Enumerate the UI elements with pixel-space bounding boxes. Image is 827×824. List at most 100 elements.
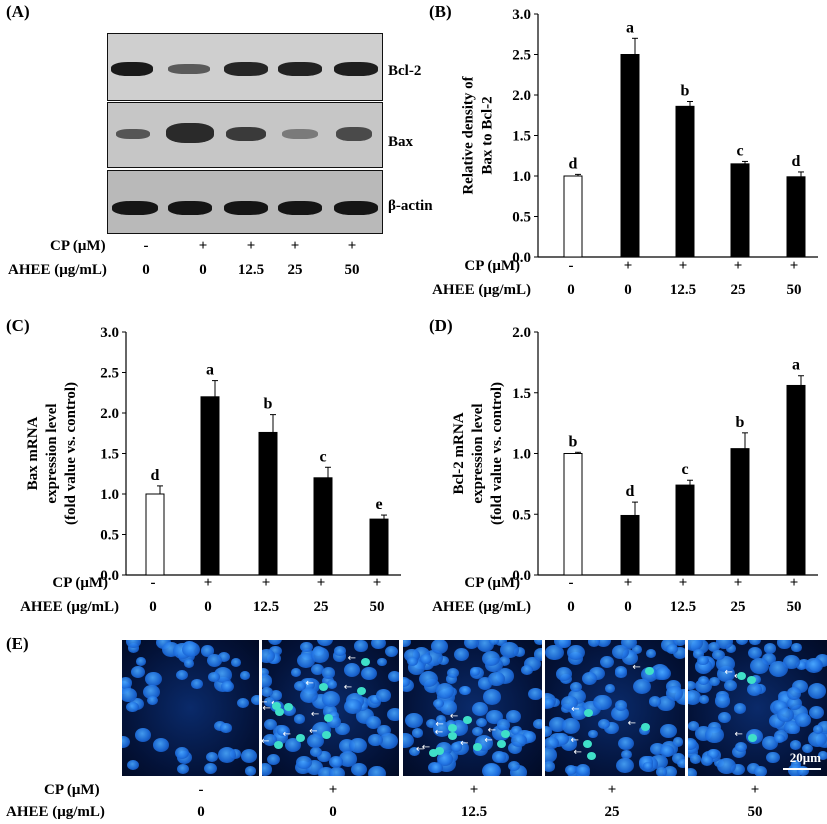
cell-nucleus — [666, 643, 679, 654]
cell-nucleus — [267, 640, 282, 646]
cell-nucleus — [300, 687, 319, 704]
ahee-label: AHEE (μg/mL) — [8, 262, 107, 278]
arrow-icon: ← — [434, 726, 444, 738]
cell-nucleus — [376, 689, 391, 702]
chart-b-ahee-label: AHEE (μg/mL) — [432, 282, 531, 298]
cell-nucleus — [368, 766, 387, 776]
cell-nucleus — [125, 640, 141, 649]
cell-nucleus — [476, 717, 488, 727]
cell-nucleus — [576, 763, 591, 776]
cell-nucleus — [464, 640, 480, 650]
cell-nucleus — [604, 684, 616, 694]
cell-nucleus — [284, 737, 301, 752]
cell-nucleus — [262, 687, 273, 697]
cell-nucleus — [310, 647, 329, 663]
cell-nucleus — [294, 714, 306, 724]
chart-d-significance-letter: b — [736, 414, 745, 431]
cell-nucleus — [282, 705, 296, 717]
cell-nucleus — [724, 680, 737, 692]
cell-nucleus — [267, 754, 281, 766]
cell-nucleus — [749, 640, 761, 646]
cell-nucleus — [528, 687, 542, 700]
chart-c-tick-label: 0.0 — [100, 568, 119, 584]
chart-d-ahee-value: 12.5 — [670, 599, 696, 615]
cell-nucleus — [688, 690, 701, 705]
cell-nucleus — [672, 737, 684, 747]
cell-nucleus — [431, 640, 449, 654]
chart-d-ahee-value: 25 — [731, 599, 746, 615]
cell-nucleus — [496, 719, 511, 731]
cell-nucleus — [332, 650, 347, 662]
cell-nucleus — [356, 700, 369, 712]
blot-label-bax: Bax — [388, 134, 414, 150]
chart-b-tick-label: 3.0 — [512, 7, 531, 23]
arrow-icon: ← — [421, 742, 431, 754]
cell-nucleus — [754, 765, 767, 776]
cell-nucleus — [354, 640, 368, 652]
cell-nucleus — [712, 649, 725, 661]
ahee-value: 25 — [287, 262, 303, 278]
cell-nucleus — [735, 741, 748, 753]
cell-nucleus — [175, 746, 190, 759]
chart-d-bar — [786, 384, 806, 576]
chart-c-tick-label: 2.0 — [100, 406, 119, 422]
cell-nucleus — [200, 644, 215, 657]
cell-nucleus — [617, 736, 634, 751]
cell-nucleus — [495, 640, 507, 646]
chart-d-significance-letter: a — [792, 357, 800, 374]
apoptotic-nucleus — [747, 734, 757, 743]
chart-d-cp-value: + — [790, 575, 799, 591]
apoptotic-nucleus — [500, 730, 510, 739]
chart-b-y-label: Bax to Bcl-2 — [480, 96, 496, 174]
chart-d-tick-label: 1.0 — [512, 447, 531, 463]
cell-nucleus — [705, 727, 724, 743]
chart-d-tick-label: 1.5 — [512, 386, 531, 402]
cell-nucleus — [409, 747, 420, 757]
e-ahee-label: AHEE (μg/mL) — [6, 804, 105, 820]
cell-nucleus — [688, 738, 698, 750]
cell-nucleus — [403, 640, 411, 648]
ahee-value: 0 — [142, 262, 150, 278]
e-ahee-value: 12.5 — [460, 804, 488, 820]
chart-b-ahee-value: 12.5 — [670, 282, 696, 298]
arrow-icon: ← — [460, 737, 469, 749]
arrow-icon: ← — [262, 702, 271, 714]
cell-nucleus — [407, 656, 419, 666]
chart-c-cp-value: + — [262, 575, 271, 591]
arrow-icon: ← — [573, 747, 582, 759]
apoptotic-nucleus — [275, 707, 285, 716]
cell-nucleus — [430, 762, 443, 774]
cell-nucleus — [321, 667, 336, 679]
cell-nucleus — [688, 721, 699, 731]
cell-nucleus — [262, 674, 273, 688]
cell-nucleus — [377, 724, 391, 736]
ahee-value: 50 — [344, 262, 360, 278]
blot-band — [111, 62, 153, 76]
cell-nucleus — [183, 658, 194, 668]
cell-nucleus — [671, 752, 685, 765]
cell-nucleus — [147, 695, 159, 706]
cell-nucleus — [262, 667, 270, 678]
cell-nucleus — [717, 711, 731, 723]
chart-d-cp-label: CP (μM) — [464, 575, 520, 591]
chart-c-bar — [369, 518, 389, 576]
chart-b-significance-letter: a — [626, 19, 634, 36]
chart-b-tick-label: 1.5 — [512, 129, 531, 145]
blot-band — [224, 201, 268, 215]
cell-nucleus — [794, 712, 812, 727]
cell-nucleus — [750, 658, 769, 674]
arrow-icon: ← — [435, 719, 444, 731]
chart-b-bar — [786, 176, 806, 258]
cell-nucleus — [706, 748, 720, 760]
arrow-icon: ← — [487, 725, 497, 737]
cell-nucleus — [367, 733, 383, 747]
cell-nucleus — [262, 763, 273, 776]
cell-nucleus — [269, 645, 282, 657]
chart-c-significance-letter: b — [264, 396, 273, 413]
cell-nucleus — [370, 694, 381, 704]
blot-band — [278, 201, 322, 215]
e-ahee-value: 25 — [604, 804, 620, 820]
cell-nucleus — [688, 680, 697, 691]
chart-b-tick-label: 0.0 — [512, 250, 531, 266]
arrow-icon: ← — [627, 718, 636, 730]
